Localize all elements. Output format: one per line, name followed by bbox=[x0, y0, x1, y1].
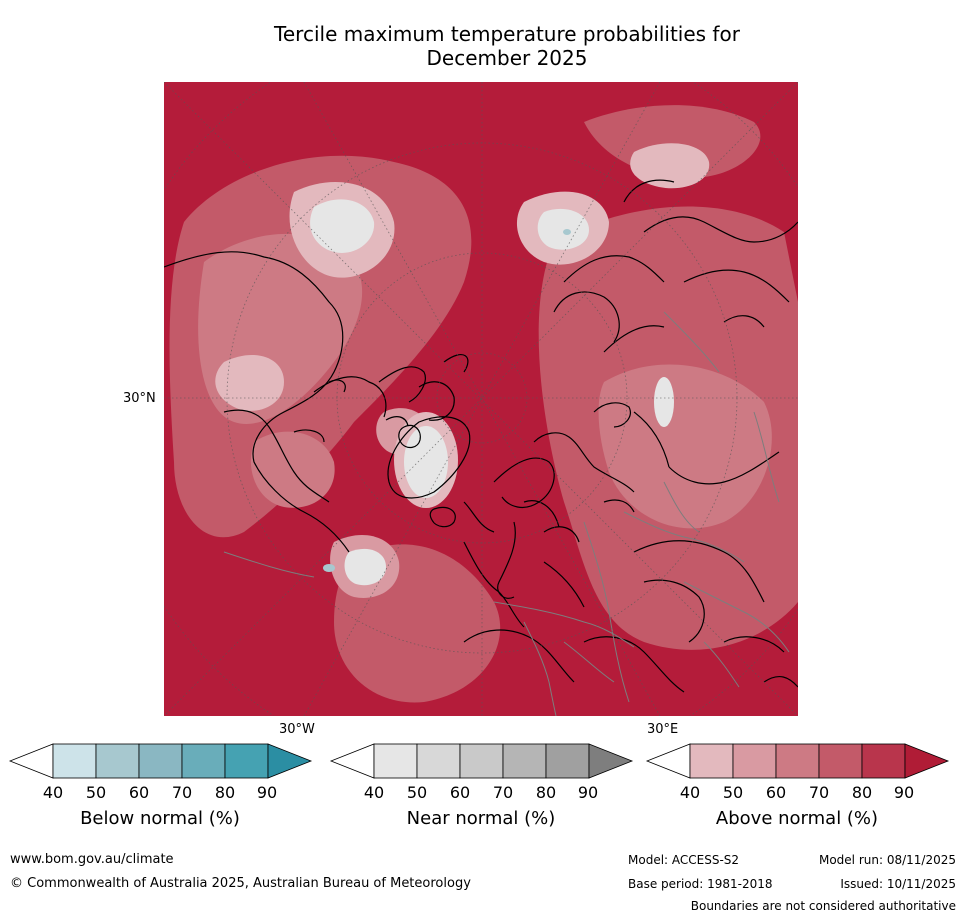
colorbar-segment bbox=[502, 743, 547, 779]
model-run-text: Model run: 08/11/2025 bbox=[818, 853, 956, 867]
tick-label: 60 bbox=[765, 783, 787, 802]
tick-label: 80 bbox=[535, 783, 557, 802]
colorbar-segment bbox=[52, 743, 97, 779]
colorbar-upper-extension bbox=[588, 743, 634, 779]
tick-label: 70 bbox=[171, 783, 193, 802]
base-period-text: Base period: 1981-2018 bbox=[628, 877, 773, 891]
colorbar-segment bbox=[373, 743, 418, 779]
copyright-text: © Commonwealth of Australia 2025, Austra… bbox=[10, 876, 471, 891]
model-text: Model: ACCESS-S2 bbox=[628, 853, 740, 867]
tick-label: 90 bbox=[577, 783, 599, 802]
colorbar-near-label: Near normal (%) bbox=[406, 808, 556, 829]
colorbar-below-swatches bbox=[8, 743, 313, 779]
tick-label: 90 bbox=[893, 783, 915, 802]
tick-label: 70 bbox=[492, 783, 514, 802]
colorbar-near-ticks: 40 50 60 70 80 90 bbox=[331, 783, 651, 803]
colorbar-segment bbox=[95, 743, 140, 779]
colorbar-above-normal bbox=[645, 743, 950, 779]
tick-label: 60 bbox=[449, 783, 471, 802]
colorbar-upper-extension bbox=[267, 743, 313, 779]
colorbar-lower-extension bbox=[8, 743, 54, 779]
colorbar-segment bbox=[775, 743, 820, 779]
title-line-1: Tercile maximum temperature probabilitie… bbox=[274, 22, 740, 46]
colorbar-segment bbox=[416, 743, 461, 779]
tick-label: 50 bbox=[722, 783, 744, 802]
colorbar-segment bbox=[818, 743, 863, 779]
colorbar-upper-extension bbox=[904, 743, 950, 779]
colorbar-above-label: Above normal (%) bbox=[715, 808, 879, 829]
tick-label: 80 bbox=[214, 783, 236, 802]
disclaimer-text: Boundaries are not considered authoritat… bbox=[690, 899, 956, 913]
website-link[interactable]: www.bom.gov.au/climate bbox=[10, 852, 174, 867]
colorbar-segment bbox=[138, 743, 183, 779]
tick-label: 40 bbox=[363, 783, 385, 802]
probability-map bbox=[164, 82, 798, 716]
colorbar-segment bbox=[181, 743, 226, 779]
tick-label: 40 bbox=[679, 783, 701, 802]
issued-text: Issued: 10/11/2025 bbox=[840, 877, 956, 891]
colorbar-near-normal bbox=[329, 743, 634, 779]
colorbar-below-ticks: 40 50 60 70 80 90 bbox=[10, 783, 330, 803]
country-boundaries bbox=[223, 311, 790, 716]
colorbar-near-swatches bbox=[329, 743, 634, 779]
colorbar-segment bbox=[732, 743, 777, 779]
tick-label: 60 bbox=[128, 783, 150, 802]
colorbar-segment bbox=[861, 743, 906, 779]
longitude-label-west: 30°W bbox=[279, 722, 315, 737]
colorbar-below-normal bbox=[8, 743, 313, 779]
tick-label: 40 bbox=[42, 783, 64, 802]
colorbar-segment bbox=[459, 743, 504, 779]
longitude-label-east: 30°E bbox=[647, 722, 679, 737]
tick-label: 70 bbox=[808, 783, 830, 802]
near-normal-zones bbox=[215, 143, 710, 598]
map-canvas bbox=[164, 82, 798, 716]
tick-label: 80 bbox=[851, 783, 873, 802]
graticule bbox=[164, 82, 798, 716]
tick-label: 50 bbox=[85, 783, 107, 802]
colorbar-segment bbox=[689, 743, 734, 779]
title-line-2: December 2025 bbox=[426, 46, 588, 70]
colorbar-above-swatches bbox=[645, 743, 950, 779]
latitude-label: 30°N bbox=[123, 391, 156, 406]
tick-label: 50 bbox=[406, 783, 428, 802]
tick-label: 90 bbox=[256, 783, 278, 802]
coastlines bbox=[164, 179, 798, 693]
colorbar-below-label: Below normal (%) bbox=[80, 808, 240, 829]
colorbar-lower-extension bbox=[645, 743, 691, 779]
colorbar-above-ticks: 40 50 60 70 80 90 bbox=[647, 783, 965, 803]
colorbar-lower-extension bbox=[329, 743, 375, 779]
colorbar-segment bbox=[224, 743, 269, 779]
map-title: Tercile maximum temperature probabilitie… bbox=[165, 22, 849, 70]
colorbar-segment bbox=[545, 743, 590, 779]
